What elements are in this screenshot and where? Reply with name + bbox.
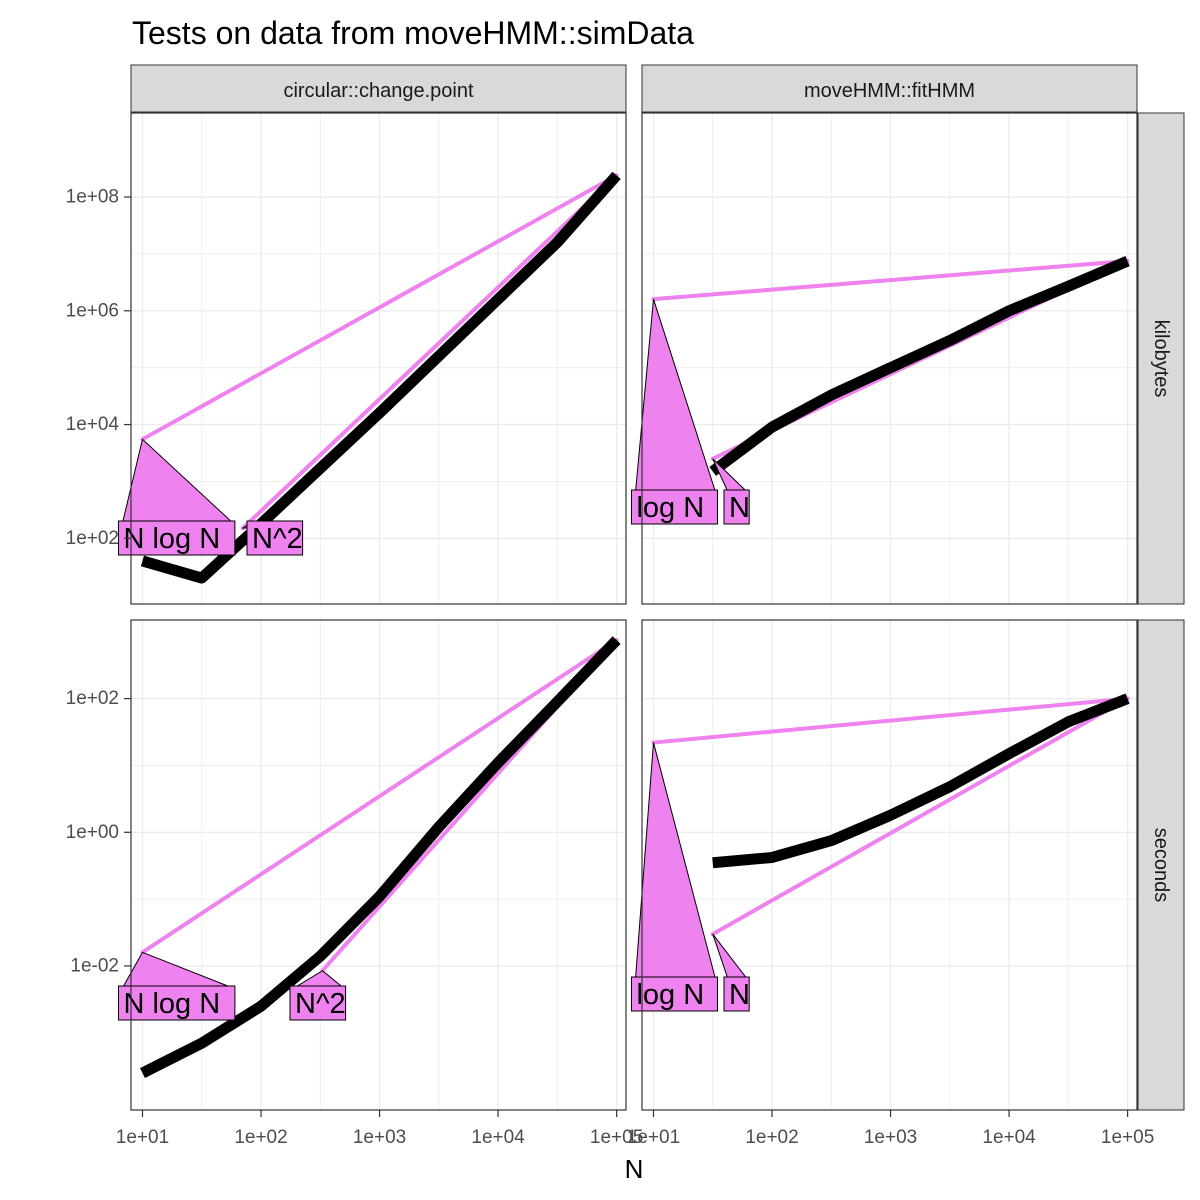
panel-border	[130, 112, 627, 605]
reference-line	[651, 259, 1130, 302]
label-box	[246, 520, 304, 556]
x-tick-label: 1e+01	[116, 1127, 169, 1148]
reference-line	[140, 173, 619, 442]
facet-panels: circular::change.point moveHMM::fitHMMkil…	[66, 64, 1185, 1148]
column-strip	[130, 64, 627, 113]
label-box	[630, 489, 718, 525]
empirical-line	[140, 171, 621, 584]
label-text: N^2	[295, 988, 346, 1020]
panel-data	[140, 171, 621, 584]
reference-line	[651, 696, 1130, 745]
label-text: log N	[636, 979, 704, 1011]
x-tick-label: 1e+03	[353, 1127, 406, 1148]
x-tick-label: 1e+04	[471, 1127, 525, 1148]
y-tick-label: 1e+08	[66, 187, 119, 208]
y-tick-label: 1e+02	[66, 688, 119, 709]
reference-line	[240, 173, 619, 531]
label-text: N	[729, 492, 750, 524]
x-axis-title: N	[625, 1154, 644, 1184]
label-box	[630, 976, 718, 1012]
y-tick-label: 1e+06	[66, 300, 119, 321]
facet-panel: N log N N^2	[117, 619, 627, 1111]
x-tick-label: 1e+05	[1101, 1127, 1154, 1148]
label-box	[723, 489, 750, 525]
row-strip	[1137, 112, 1185, 605]
panel-border	[130, 619, 627, 1111]
y-tick-label: 1e+00	[66, 822, 119, 843]
reference-line	[710, 696, 1130, 937]
label-text: N log N	[123, 988, 220, 1020]
x-tick-label: 1e+01	[627, 1127, 680, 1148]
panel-data	[651, 255, 1130, 476]
row-strip-label: seconds	[1150, 828, 1172, 903]
reference-label: log N	[630, 742, 718, 1012]
reference-label: log N	[630, 299, 718, 525]
label-box	[117, 520, 236, 556]
y-tick-label: 1e-02	[70, 955, 119, 976]
column-strip-label: moveHMM::fitHMM	[804, 80, 975, 102]
reference-label: N	[712, 933, 750, 1012]
reference-label: N^2	[242, 520, 304, 556]
label-text: N log N	[123, 523, 220, 555]
x-tick-label: 1e+03	[864, 1127, 917, 1148]
empirical-line	[712, 693, 1130, 869]
label-text: log N	[636, 492, 704, 524]
x-tick-label: 1e+02	[234, 1127, 287, 1148]
label-box	[723, 976, 750, 1012]
panel-data	[651, 693, 1130, 937]
x-tick-label: 1e+04	[982, 1127, 1036, 1148]
empirical-line	[140, 636, 621, 1078]
panel-data	[140, 636, 621, 1078]
y-tick-label: 1e+02	[66, 528, 119, 549]
empirical-line	[709, 255, 1130, 476]
label-text: N	[729, 979, 750, 1011]
reference-label: N^2	[289, 970, 347, 1021]
column-strip-label: circular::change.point	[283, 80, 474, 102]
facet-panel: log N N	[630, 619, 1138, 1111]
reference-label: N log N	[117, 951, 236, 1021]
reference-label: N log N	[117, 438, 236, 556]
facet-panel: N log N N^2	[117, 112, 627, 605]
x-tick-label: 1e+02	[745, 1127, 798, 1148]
y-tick-label: 1e+04	[66, 414, 120, 435]
reference-label: N	[712, 458, 750, 525]
reference-line	[140, 638, 619, 955]
label-text: N^2	[252, 523, 303, 555]
panel-border	[641, 112, 1138, 605]
label-box	[117, 985, 236, 1021]
facet-panel: log N N	[630, 112, 1138, 605]
chart-title: Tests on data from moveHMM::simData	[132, 15, 694, 51]
label-box	[289, 985, 347, 1021]
row-strip-label: kilobytes	[1150, 320, 1172, 398]
column-strip	[641, 64, 1138, 113]
panel-border	[641, 619, 1138, 1111]
x-tick-label: 1e+05	[590, 1127, 643, 1148]
row-strip	[1137, 619, 1185, 1111]
